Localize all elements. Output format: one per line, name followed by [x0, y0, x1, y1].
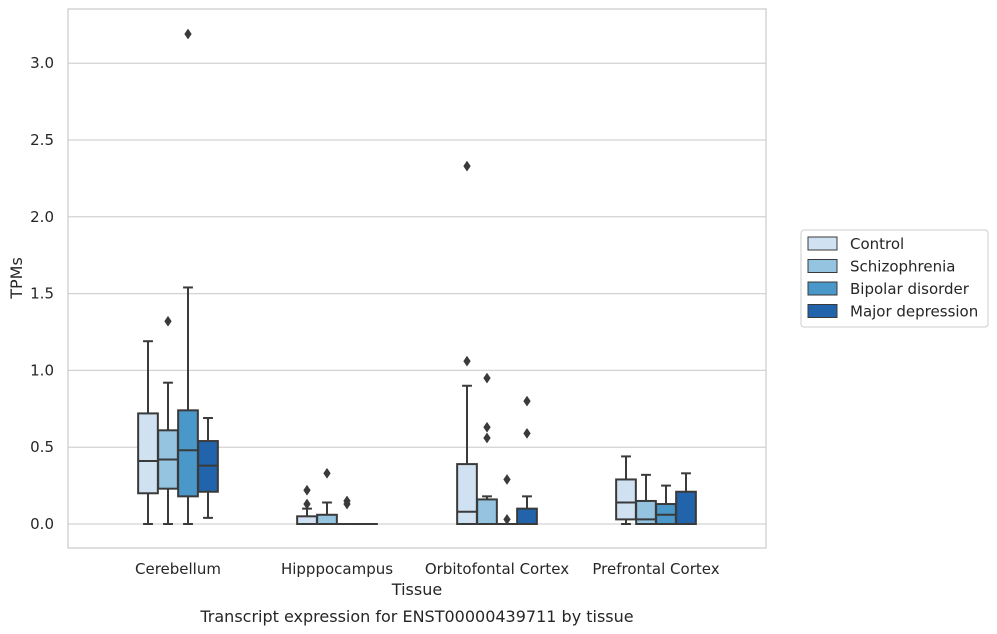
box-body: [316, 513, 338, 525]
box-body: [137, 412, 159, 495]
box-body: [675, 490, 697, 525]
box: [655, 484, 677, 526]
box: [336, 495, 358, 526]
legend-frame: [800, 229, 989, 328]
legend-entry-label: Major depression: [850, 303, 978, 321]
y-tick-label: 0.5: [30, 438, 54, 456]
y-tick-label: 3.0: [30, 54, 54, 72]
series-control: [137, 160, 637, 526]
box: [137, 340, 159, 525]
box: [456, 160, 478, 526]
y-tick-label: 1.5: [30, 285, 54, 303]
outlier-point: [184, 28, 192, 40]
x-tick-label: Orbitofontal Cortex: [425, 560, 569, 578]
outlier-point: [483, 421, 491, 433]
box-body: [177, 409, 199, 498]
outlier-point: [164, 315, 172, 327]
legend-swatch: [807, 259, 838, 273]
y-axis-label: TPMs: [7, 257, 26, 300]
series-major-depression: [197, 395, 697, 526]
box: [615, 455, 637, 525]
legend-swatch: [807, 236, 838, 251]
outlier-point: [343, 495, 351, 507]
box: [197, 417, 219, 519]
box: [157, 315, 179, 525]
x-axis-label: Tissue: [391, 580, 442, 599]
outlier-point: [503, 513, 511, 525]
box-body: [296, 515, 318, 526]
box: [516, 395, 538, 526]
outlier-point: [503, 474, 511, 485]
outlier-point: [523, 395, 531, 407]
legend-swatch: [807, 281, 838, 296]
box: [675, 472, 697, 525]
box-body: [635, 499, 657, 525]
outlier-point: [523, 427, 531, 439]
series-bipolar-disorder: [177, 28, 677, 526]
legend-entry-label: Control: [850, 235, 904, 253]
legend-swatch: [807, 304, 838, 318]
chart-caption: Transcript expression for ENST0000043971…: [199, 607, 633, 626]
outlier-point: [483, 372, 491, 384]
legend-entry-label: Schizophrenia: [850, 258, 955, 276]
box: [177, 28, 199, 525]
box-body: [615, 478, 637, 521]
box: [296, 484, 318, 526]
box: [635, 473, 657, 525]
box-body: [456, 463, 478, 526]
outlier-point: [463, 355, 471, 367]
box: [316, 467, 338, 525]
box-series: [137, 28, 697, 526]
x-tick-label: Prefrontal Cortex: [592, 560, 719, 578]
y-axis-ticks: 0.0 0.5 1.0 1.5 2.0 2.5 3.0: [30, 54, 54, 533]
outlier-point: [483, 432, 491, 444]
box: [496, 474, 518, 526]
y-tick-label: 1.0: [30, 361, 54, 379]
series-schizophrenia: [157, 315, 657, 526]
plot-frame: [67, 8, 767, 549]
legend-entry-label: Bipolar disorder: [850, 280, 970, 298]
box-body: [476, 498, 498, 526]
outlier-point: [463, 160, 471, 172]
y-tick-label: 0.0: [30, 515, 54, 533]
x-tick-label: Hipppocampus: [281, 560, 393, 578]
x-tick-label: Cerebellum: [135, 560, 221, 578]
y-tick-label: 2.0: [30, 208, 54, 226]
outlier-point: [303, 498, 311, 510]
box: [476, 372, 498, 526]
y-tick-label: 2.5: [30, 131, 54, 149]
box-body: [516, 507, 538, 526]
outlier-point: [303, 484, 311, 496]
outlier-point: [323, 467, 331, 479]
x-axis-categories: Cerebellum Hipppocampus Orbitofontal Corte…: [135, 560, 720, 578]
legend: Control Schizophrenia Bipolar disorder Majo…: [800, 229, 989, 328]
